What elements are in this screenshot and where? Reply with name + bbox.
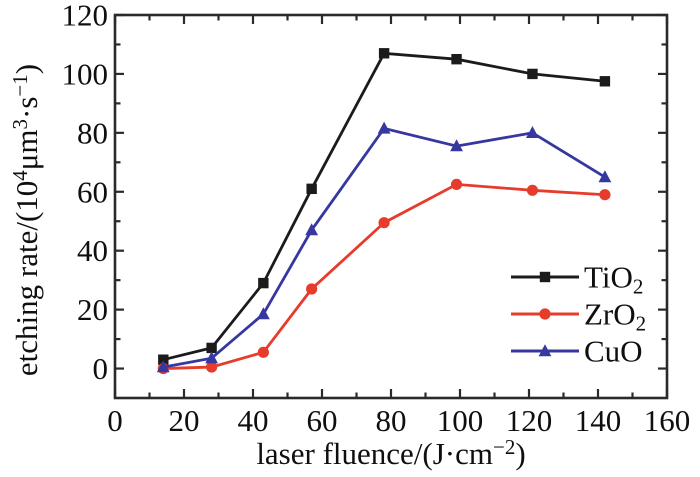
legend-label: ZrO2: [584, 297, 646, 336]
y-tick-label: 80: [77, 115, 108, 150]
series-cuo: [156, 121, 612, 373]
square-marker: [599, 76, 611, 87]
plot-frame: [113, 13, 669, 400]
x-tick-labels: 0 20 40 60 80 100 120 140 160: [107, 403, 690, 438]
x-tick-label: 100: [437, 403, 484, 438]
x-tick-label: 20: [169, 403, 200, 438]
legend-label: CuO: [584, 334, 643, 369]
series-line: [162, 51, 606, 362]
x-tick-label: 120: [506, 403, 553, 438]
square-marker: [306, 183, 317, 195]
x-tick-label: 140: [575, 403, 622, 438]
square-marker: [258, 277, 269, 289]
square-marker: [206, 342, 217, 354]
legend-circle-marker: [539, 308, 551, 320]
circle-marker: [206, 361, 218, 373]
y-tick-labels: 0 20 40 60 80 100 120: [62, 0, 109, 386]
circle-marker: [526, 184, 539, 196]
legend-entry-tio2: TiO2: [511, 260, 643, 299]
triangle-marker: [377, 121, 391, 134]
triangle-marker: [450, 139, 463, 152]
y-tick-label: 20: [77, 292, 108, 327]
legend-entry-cuo: CuO: [511, 334, 643, 369]
triangle-marker: [526, 126, 539, 139]
circle-marker: [599, 189, 611, 201]
square-marker: [158, 354, 169, 365]
x-tick-label: 0: [107, 403, 123, 438]
circle-marker: [450, 178, 463, 191]
legend-square-marker: [539, 271, 551, 283]
circle-marker: [257, 346, 269, 358]
triangle-marker: [256, 307, 270, 320]
circle-marker: [378, 217, 390, 229]
series-line: [163, 182, 605, 370]
square-marker: [378, 48, 390, 59]
y-tick-label: 120: [62, 0, 109, 33]
square-marker: [527, 68, 538, 80]
axis-ticks: [113, 13, 669, 397]
x-tick-label: 60: [307, 403, 338, 438]
legend-label: TiO2: [584, 260, 643, 299]
y-tick-label: 100: [62, 56, 109, 91]
series-tio2: [158, 48, 611, 365]
square-marker: [451, 53, 462, 65]
triangle-marker: [305, 223, 319, 236]
triangle-marker: [598, 170, 612, 183]
y-tick-label: 60: [77, 174, 108, 209]
x-axis-title: laser fluence/(J·cm−2): [256, 435, 525, 471]
triangle-marker: [205, 351, 218, 364]
circle-marker: [306, 283, 318, 295]
y-tick-label: 40: [77, 233, 108, 268]
x-tick-label: 160: [644, 403, 691, 438]
legend-entry-zro2: ZrO2: [511, 297, 646, 336]
series-line: [163, 126, 606, 369]
legend-triangle-marker: [538, 344, 552, 357]
x-tick-label: 80: [376, 403, 407, 438]
y-tick-label: 0: [93, 351, 109, 386]
x-tick-label: 40: [238, 403, 269, 438]
triangle-marker: [156, 360, 170, 373]
y-axis-title: etching rate/(104μm3·s−1): [8, 64, 44, 376]
